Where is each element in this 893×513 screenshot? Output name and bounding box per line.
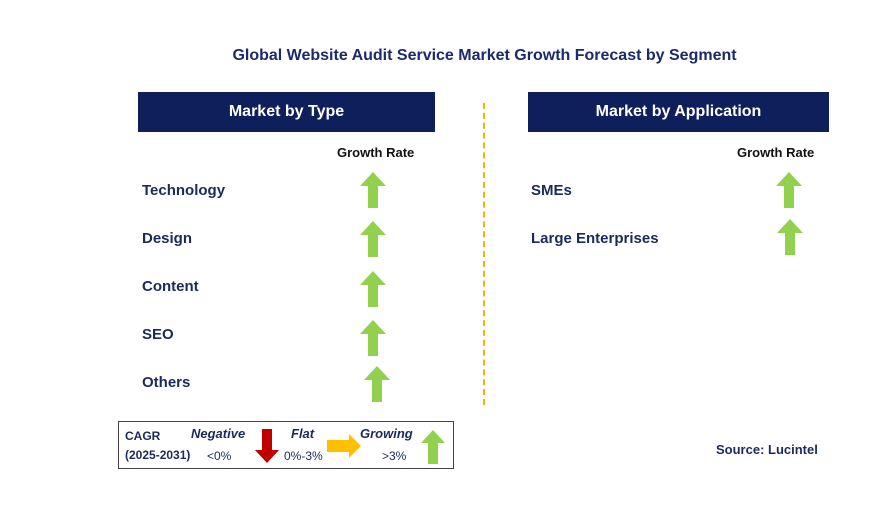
green-up-arrow-icon bbox=[777, 219, 803, 255]
type-row-label-technology: Technology bbox=[142, 182, 226, 199]
application-row-label-large-enterprises: Large Enterprises bbox=[531, 230, 659, 247]
market-by-type-header: Market by Type bbox=[138, 92, 435, 132]
legend-growing-label: Growing bbox=[360, 426, 413, 441]
type-row-label-others: Others bbox=[142, 374, 191, 391]
green-up-arrow-icon bbox=[360, 320, 386, 356]
right-growth-rate-label: Growth Rate bbox=[737, 145, 815, 160]
green-up-arrow-icon bbox=[364, 366, 390, 402]
source-label: Source: Lucintel bbox=[716, 442, 818, 457]
green-up-arrow-icon bbox=[360, 172, 386, 208]
left-growth-rate-label: Growth Rate bbox=[337, 145, 415, 160]
market-by-application-header: Market by Application bbox=[528, 92, 829, 132]
green-up-arrow-icon bbox=[421, 430, 445, 464]
orange-right-arrow-icon bbox=[327, 434, 361, 458]
legend-cagr-label: CAGR bbox=[125, 429, 161, 443]
green-up-arrow-icon bbox=[776, 172, 802, 208]
legend-negative-label: Negative bbox=[191, 426, 246, 441]
green-up-arrow-icon bbox=[360, 271, 386, 307]
legend-period-label: (2025-2031) bbox=[125, 448, 191, 462]
type-row-label-content: Content bbox=[142, 278, 199, 295]
type-row-label-design: Design bbox=[142, 230, 193, 247]
chart-title: Global Website Audit Service Market Grow… bbox=[232, 47, 737, 64]
legend-flat-range: 0%-3% bbox=[284, 449, 323, 463]
legend-flat-label: Flat bbox=[291, 426, 315, 441]
legend-growing-range: >3% bbox=[382, 449, 407, 463]
green-up-arrow-icon bbox=[360, 221, 386, 257]
panel-divider bbox=[483, 103, 485, 405]
red-down-arrow-icon bbox=[255, 429, 279, 463]
cagr-legend: CAGR (2025-2031) Negative <0% Flat 0%-3%… bbox=[118, 421, 454, 469]
legend-negative-range: <0% bbox=[207, 449, 232, 463]
type-row-label-seo: SEO bbox=[142, 326, 174, 343]
application-row-label-smes: SMEs bbox=[531, 182, 572, 199]
